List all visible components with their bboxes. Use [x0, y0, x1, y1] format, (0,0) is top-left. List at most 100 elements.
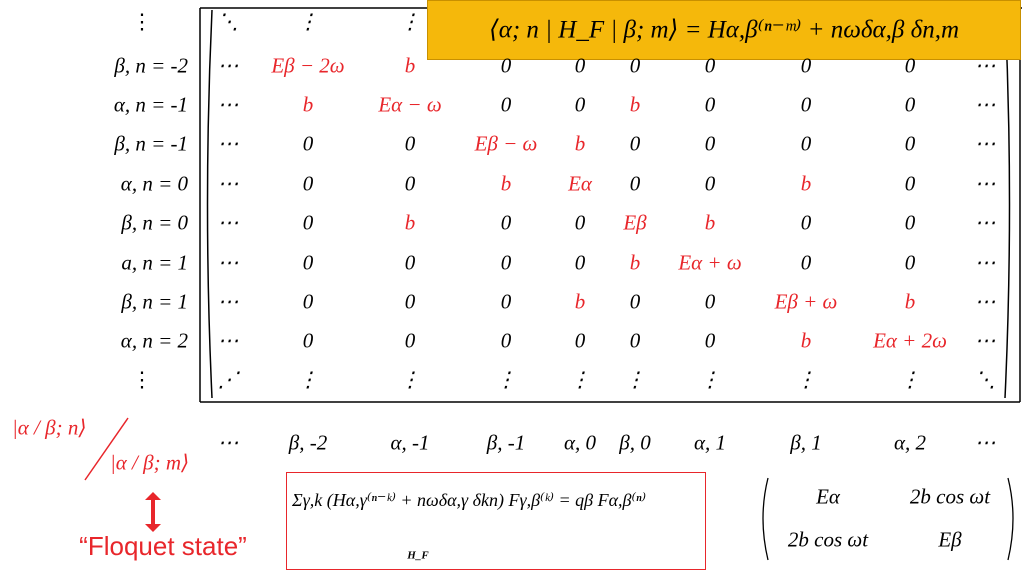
matrix-cell: ⋮: [297, 367, 319, 392]
row-label: β, n = -2: [114, 53, 188, 78]
row-label: ⋮: [131, 9, 153, 34]
matrix-cell: 0: [904, 131, 916, 156]
matrix-cell: ⋮: [297, 9, 319, 34]
column-label: α, -1: [390, 430, 430, 455]
matrix-cell: Eα: [568, 171, 592, 196]
matrix-cell: 0: [904, 53, 916, 78]
matrix-cell: 0: [800, 210, 812, 235]
matrix-cell: 0: [500, 92, 512, 117]
floquet-label: “Floquet state”: [79, 531, 247, 561]
matrix-cell: ⋯: [974, 328, 996, 353]
matrix-cell: 0: [302, 210, 314, 235]
matrix-cell: ⋯: [217, 53, 239, 78]
matrix-cell: 0: [800, 92, 812, 117]
matrix-cell: ⋮: [399, 367, 421, 392]
matrix-cell: 0: [904, 250, 916, 275]
row-label: β, n = -1: [114, 131, 188, 156]
matrix-cell: 0: [302, 131, 314, 156]
matrix-cell: 0: [629, 131, 641, 156]
row-label: α, n = 0: [120, 171, 188, 196]
matrix-cell: 0: [704, 53, 716, 78]
matrix-cell: ⋱: [217, 9, 239, 34]
matrix-cell: 0: [302, 328, 314, 353]
matrix-cell: ⋯: [974, 53, 996, 78]
matrix-cell: ⋮: [699, 367, 721, 392]
column-label: α, 1: [693, 430, 727, 455]
matrix-cell: b: [574, 289, 586, 314]
arrow-head-up: [145, 492, 161, 500]
matrix-cell: ⋯: [217, 250, 239, 275]
small-paren-left: [762, 477, 769, 561]
column-label: α, 0: [563, 430, 597, 455]
column-label: α, 2: [893, 430, 927, 455]
matrix-cell: ⋯: [974, 171, 996, 196]
matrix-cell: 0: [704, 171, 716, 196]
matrix-cell: Eα + 2ω: [873, 328, 947, 353]
matrix-cell: 0: [404, 328, 416, 353]
matrix-cell: ⋮: [624, 367, 646, 392]
matrix-cell: 0: [500, 53, 512, 78]
formula-box: [427, 0, 1021, 60]
matrix-cell: ⋯: [974, 210, 996, 235]
matrix-cell: 0: [629, 328, 641, 353]
matrix-cell: 0: [704, 92, 716, 117]
matrix-cell: b: [704, 210, 716, 235]
matrix-cell: b: [800, 171, 812, 196]
matrix-cell: 0: [574, 210, 586, 235]
matrix-cell: 0: [800, 53, 812, 78]
matrix-cell: b: [404, 210, 416, 235]
matrix-cell: 0: [800, 250, 812, 275]
column-label: ⋯: [217, 430, 239, 455]
matrix-cell: 0: [574, 53, 586, 78]
sum-equation: Σγ,k (Hα,γ⁽ⁿ⁻ᵏ⁾ + nωδα,γ δkn) Fγ,β⁽ᵏ⁾ = …: [292, 490, 646, 510]
matrix-cell: 0: [574, 250, 586, 275]
matrix-cell: b: [904, 289, 916, 314]
row-label: ⋮: [131, 367, 153, 392]
column-label: β, 1: [790, 430, 822, 455]
matrix-cell: ⋮: [495, 367, 517, 392]
matrix-cell: b: [574, 131, 586, 156]
matrix-cell: 0: [704, 328, 716, 353]
matrix-cell: Eβ − 2ω: [271, 53, 345, 78]
matrix-cell: 0: [629, 289, 641, 314]
matrix-cell: 0: [500, 328, 512, 353]
ket-slash: [84, 417, 129, 481]
matrix-cell: b: [800, 328, 812, 353]
matrix-cell: 0: [904, 171, 916, 196]
matrix-cell: ⋯: [974, 250, 996, 275]
matrix-cell: 0: [500, 210, 512, 235]
matrix-cell: Eβ: [623, 210, 647, 235]
matrix-cell: ⋮: [899, 367, 921, 392]
matrix-cell: ⋯: [974, 131, 996, 156]
matrix-cell: b: [629, 92, 641, 117]
row-label: α, n = -1: [113, 92, 188, 117]
matrix-cell: ⋱: [974, 367, 996, 392]
small-paren-right: [1007, 477, 1014, 561]
column-label: ⋯: [974, 430, 996, 455]
column-label: β, -1: [486, 430, 526, 455]
matrix-cell: ⋯: [217, 328, 239, 353]
matrix-cell: 0: [800, 131, 812, 156]
small-matrix-cell: Eβ: [938, 527, 962, 552]
small-matrix-cell: 2b cos ωt: [909, 484, 991, 509]
matrix-cell: 0: [404, 250, 416, 275]
matrix-cell: ⋮: [399, 9, 421, 34]
matrix-cell: 0: [302, 289, 314, 314]
matrix-cell: b: [404, 53, 416, 78]
matrix-cell: Eβ + ω: [774, 289, 838, 314]
row-label: β, n = 0: [121, 210, 188, 235]
matrix-cell: Eα + ω: [678, 250, 742, 275]
ket-m: |α / β; m⟩: [110, 450, 190, 475]
formula: ⟨α; n | H_F | β; m⟩ = Hα,β⁽ⁿ⁻ᵐ⁾ + nωδα,β…: [488, 16, 960, 44]
row-label: a, n = 1: [121, 250, 188, 275]
matrix-cell: 0: [704, 289, 716, 314]
matrix-cell: 0: [704, 131, 716, 156]
matrix-cell: 0: [404, 289, 416, 314]
left-paren: [206, 9, 213, 399]
matrix-cell: ⋮: [569, 367, 591, 392]
matrix-cell: 0: [500, 250, 512, 275]
matrix-cell: b: [500, 171, 512, 196]
ket-n: |α / β; n⟩: [12, 415, 87, 440]
matrix-cell: 0: [904, 210, 916, 235]
matrix-cell: ⋯: [974, 92, 996, 117]
